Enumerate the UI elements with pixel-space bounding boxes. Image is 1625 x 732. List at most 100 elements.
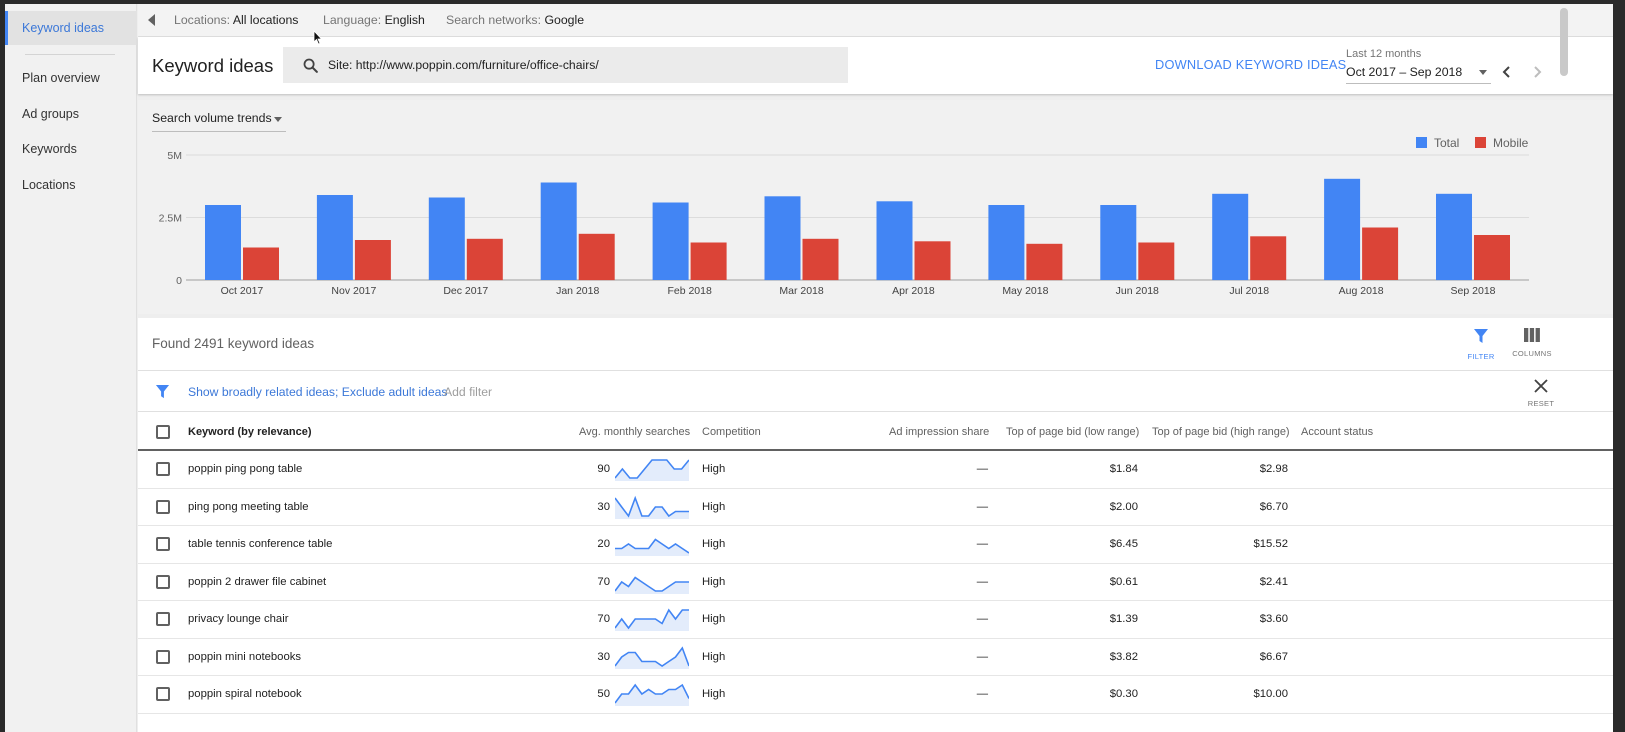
table-row[interactable]: ping pong meeting table 30 High — $2.00 $6.70 <box>138 489 1613 526</box>
filter-row: Show broadly related ideas; Exclude adul… <box>138 370 1613 412</box>
bar-total <box>205 205 241 280</box>
add-filter-link[interactable]: Add filter <box>444 385 493 399</box>
x-tick-label: Feb 2018 <box>667 285 712 297</box>
sparkline-line <box>615 459 689 479</box>
select-all-checkbox[interactable] <box>156 425 170 439</box>
close-icon <box>1534 379 1548 393</box>
competition-cell: High <box>702 650 726 663</box>
row-checkbox[interactable] <box>156 462 170 476</box>
bar-total <box>764 196 801 281</box>
bid-low-cell: $6.45 <box>1109 538 1138 550</box>
header-competition[interactable]: Competition <box>702 426 761 438</box>
collapse-arrow-icon[interactable] <box>146 13 158 27</box>
sidebar-item-plan-overview[interactable]: Plan overview <box>5 61 137 95</box>
bar-total <box>1436 193 1472 281</box>
filter-label: FILTER <box>1467 352 1495 361</box>
bid-high-cell: $6.70 <box>1259 500 1288 513</box>
avg-searches-cell: 30 <box>597 500 610 513</box>
table-row[interactable]: privacy lounge chair 70 High — $1.39 $3.60 <box>138 601 1613 639</box>
page-title: Keyword ideas <box>152 55 274 76</box>
sparkline-area <box>615 539 689 556</box>
sidebar-item-keywords[interactable]: Keywords <box>5 132 137 166</box>
x-tick-label: Sep 2018 <box>1451 285 1496 297</box>
bid-low-cell: $1.39 <box>1109 613 1138 625</box>
language-setting[interactable]: Language: English <box>323 13 425 27</box>
y-tick-label: 2.5M <box>159 213 182 225</box>
x-tick-label: May 2018 <box>1002 285 1048 297</box>
header-bid-low[interactable]: Top of page bid (low range) <box>1006 426 1140 438</box>
networks-setting[interactable]: Search networks: Google <box>446 13 584 27</box>
competition-cell: High <box>702 688 726 700</box>
search-input[interactable] <box>328 56 828 74</box>
search-icon <box>303 58 318 73</box>
sidebar-item-keyword-ideas[interactable]: Keyword ideas <box>5 11 137 45</box>
y-tick-label: 0 <box>176 275 182 287</box>
sidebar-item-locations[interactable]: Locations <box>5 168 137 202</box>
sparkline-area <box>615 610 689 631</box>
row-checkbox[interactable] <box>156 687 170 701</box>
trend-sparkline <box>615 538 689 556</box>
date-range-value: Oct 2017 – Sep 2018 <box>1346 65 1463 79</box>
search-box[interactable] <box>283 47 848 83</box>
bar-mobile <box>914 241 951 281</box>
active-filters-link[interactable]: Show broadly related ideas; Exclude adul… <box>188 385 448 399</box>
ad-impression-share-cell: — <box>976 463 988 475</box>
table-row[interactable]: poppin mini notebooks 30 High — $3.82 $6.67 <box>138 639 1613 676</box>
row-checkbox[interactable] <box>156 537 170 551</box>
language-label: Language: <box>323 13 382 27</box>
table-row[interactable]: poppin spiral notebook 50 High — $0.30 $10.00 <box>138 676 1613 714</box>
header-bid-high[interactable]: Top of page bid (high range) <box>1152 426 1290 438</box>
table-row[interactable]: poppin 2 drawer file cabinet 70 High — $0.61… <box>138 564 1613 601</box>
bid-high-cell: $3.60 <box>1259 613 1288 625</box>
row-checkbox[interactable] <box>156 574 170 589</box>
header-keyword[interactable]: Keyword (by relevance) <box>188 426 312 438</box>
bid-high-cell: $6.67 <box>1259 650 1288 663</box>
results-count: Found 2491 keyword ideas <box>152 336 315 351</box>
sidebar-item-ad-groups[interactable]: Ad groups <box>5 97 137 131</box>
row-checkbox[interactable] <box>156 612 170 626</box>
row-checkbox[interactable] <box>156 499 170 514</box>
row-checkbox[interactable] <box>156 649 170 664</box>
y-tick-label: 5M <box>167 150 182 162</box>
networks-value: Google <box>544 13 585 27</box>
next-range-icon[interactable] <box>1530 65 1544 79</box>
bar-total <box>876 201 913 281</box>
sidebar-item-label: Locations <box>22 178 76 192</box>
x-tick-label: Mar 2018 <box>779 285 824 297</box>
sidebar-item-label: Ad groups <box>22 107 79 121</box>
x-tick-label: Jan 2018 <box>556 285 599 297</box>
chart-type-select[interactable]: Search volume trends <box>152 108 286 132</box>
x-tick-label: Nov 2017 <box>331 285 376 297</box>
locations-label: Locations: <box>174 13 231 27</box>
bid-low-cell: $2.00 <box>1109 500 1138 513</box>
ad-impression-share-cell: — <box>976 688 988 700</box>
header-avg-searches[interactable]: Avg. monthly searches <box>579 426 691 438</box>
keyword-cell: ping pong meeting table <box>188 500 309 513</box>
columns-icon <box>1524 328 1540 342</box>
download-keyword-ideas-button[interactable]: DOWNLOAD KEYWORD IDEAS <box>1155 57 1347 72</box>
search-volume-chart: 0 2.5M 5M Oct 2017 Nov 2017 Dec 2017 Jan 2018 F… <box>159 136 1529 297</box>
previous-range-icon[interactable] <box>1500 65 1514 79</box>
columns-button[interactable]: COLUMNS <box>1510 328 1554 358</box>
sparkline-area <box>615 577 689 594</box>
bid-low-cell: $0.61 <box>1109 575 1138 588</box>
competition-cell: High <box>702 575 726 588</box>
locations-value: All locations <box>232 13 299 27</box>
bar-mobile <box>690 242 727 280</box>
header-ad-impression-share[interactable]: Ad impression share <box>889 426 990 438</box>
bar-total <box>652 202 689 280</box>
bar-total <box>428 197 465 280</box>
filter-button[interactable]: FILTER <box>1459 328 1503 361</box>
bar-mobile <box>578 233 615 281</box>
table-row[interactable]: table tennis conference table 20 High — $6.4… <box>138 526 1613 564</box>
trend-sparkline <box>615 575 689 594</box>
table-row[interactable]: poppin ping pong table 90 High — $1.84 $2.98 <box>138 451 1613 489</box>
locations-setting[interactable]: Locations: All locations <box>174 13 298 27</box>
date-range-select[interactable]: Oct 2017 – Sep 2018 <box>1346 62 1491 84</box>
x-tick-label: Oct 2017 <box>221 285 264 297</box>
scrollbar[interactable] <box>1560 8 1568 76</box>
reset-button[interactable]: RESET <box>1521 379 1561 408</box>
sparkline-area <box>615 647 689 669</box>
header-account-status[interactable]: Account status <box>1301 426 1374 438</box>
bar-total <box>1100 205 1137 280</box>
